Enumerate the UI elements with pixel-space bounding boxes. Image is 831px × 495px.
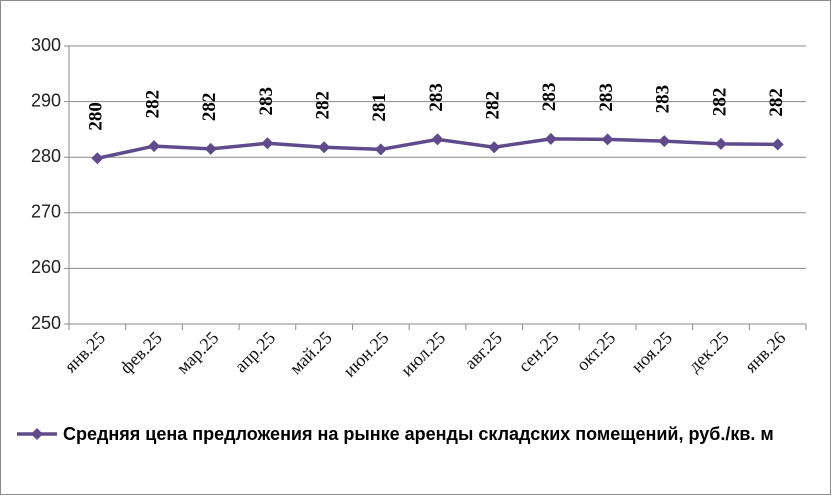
- marker: [488, 141, 501, 154]
- x-tick-label: ноя.25: [627, 328, 676, 377]
- marker: [658, 135, 671, 148]
- marker: [91, 152, 104, 165]
- y-tick-label: 250: [31, 313, 61, 333]
- marker: [771, 138, 784, 151]
- x-tick-label: дек.25: [684, 328, 732, 376]
- data-label: 282: [199, 93, 220, 122]
- x-tick-label: авг.25: [460, 328, 505, 373]
- data-label: 283: [653, 85, 674, 114]
- x-tick-label: фев.25: [116, 328, 166, 378]
- marker: [601, 133, 614, 146]
- x-tick-label: мар.25: [172, 328, 222, 378]
- y-tick-label: 280: [31, 146, 61, 166]
- marker: [714, 137, 727, 150]
- data-label: 282: [483, 91, 504, 120]
- data-label: 280: [86, 102, 107, 131]
- y-tick-label: 260: [31, 257, 61, 277]
- marker: [431, 133, 444, 146]
- marker: [374, 143, 387, 156]
- legend-swatch-marker: [31, 428, 43, 440]
- marker: [204, 142, 217, 155]
- x-tick-label: янв.26: [741, 328, 790, 377]
- x-tick-label: янв.25: [60, 328, 109, 377]
- x-tick-label: июл.25: [397, 328, 449, 380]
- x-tick-label: июн.25: [339, 328, 392, 381]
- data-label: 281: [369, 93, 390, 122]
- x-tick-label: сен.25: [514, 328, 562, 376]
- marker: [261, 137, 274, 150]
- x-tick-label: апр.25: [230, 328, 279, 377]
- x-tick-label: май.25: [285, 328, 335, 378]
- data-label: 282: [766, 88, 787, 117]
- marker: [148, 140, 161, 153]
- marker: [544, 132, 557, 145]
- data-label: 282: [312, 91, 333, 120]
- x-tick-label: окт.25: [572, 328, 619, 375]
- data-label: 282: [142, 90, 163, 119]
- y-tick-label: 270: [31, 202, 61, 222]
- data-label: 283: [426, 83, 447, 112]
- legend-label: Средняя цена предложения на рынке аренды…: [63, 424, 774, 444]
- y-tick-label: 300: [31, 35, 61, 55]
- data-label: 283: [596, 83, 617, 112]
- data-label: 282: [709, 88, 730, 117]
- marker: [318, 141, 331, 154]
- data-label: 283: [256, 87, 277, 116]
- y-tick-label: 290: [31, 90, 61, 110]
- data-label: 283: [539, 83, 560, 112]
